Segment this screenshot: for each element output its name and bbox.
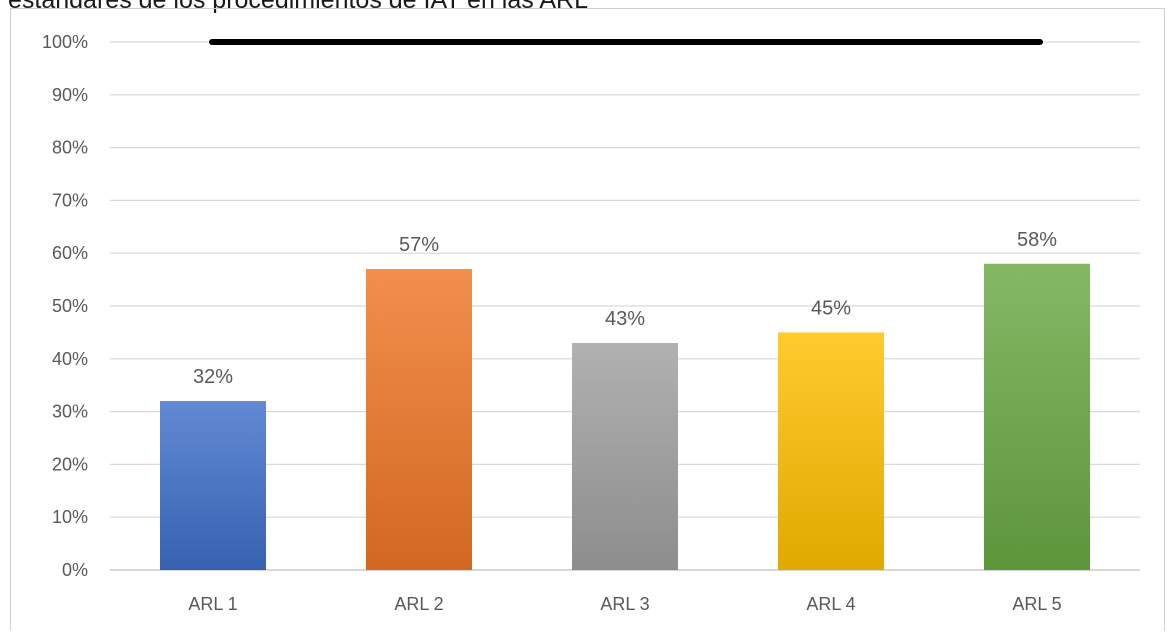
y-tick-label: 30% (52, 402, 88, 422)
bar-arl-4 (778, 332, 884, 570)
bars (160, 263, 1090, 570)
y-tick-label: 50% (52, 296, 88, 316)
category-label: ARL 4 (806, 594, 855, 614)
bar-arl-3 (572, 342, 678, 570)
category-label: ARL 3 (600, 594, 649, 614)
y-tick-label: 20% (52, 454, 88, 474)
bar-arl-2 (366, 269, 472, 570)
chart-title: estándares de los procedimientos de IAT … (8, 0, 588, 14)
category-label: ARL 5 (1012, 594, 1061, 614)
data-label: 43% (605, 308, 645, 330)
y-tick-label: 70% (52, 190, 88, 210)
y-axis-ticks: 0% 10% 20% 30% 40% 50% 60% 70% 80% 90% 100% (42, 32, 88, 580)
y-tick-label: 10% (52, 507, 88, 527)
category-label: ARL 1 (188, 594, 237, 614)
y-tick-label: 90% (52, 85, 88, 105)
y-tick-label: 100% (42, 32, 88, 52)
chart-frame (10, 8, 1165, 631)
data-labels: 32% 57% 43% 45% 58% (193, 229, 1057, 388)
y-tick-label: 40% (52, 349, 88, 369)
y-tick-label: 60% (52, 243, 88, 263)
data-label: 57% (399, 234, 439, 256)
bar-arl-1 (160, 401, 266, 570)
bar-arl-5 (984, 263, 1090, 570)
category-label: ARL 2 (394, 594, 443, 614)
y-tick-label: 0% (62, 560, 88, 580)
data-label: 58% (1017, 229, 1057, 251)
data-label: 32% (193, 366, 233, 388)
x-axis-categories: ARL 1 ARL 2 ARL 3 ARL 4 ARL 5 (188, 594, 1061, 614)
data-label: 45% (811, 297, 851, 319)
y-tick-label: 80% (52, 138, 88, 158)
